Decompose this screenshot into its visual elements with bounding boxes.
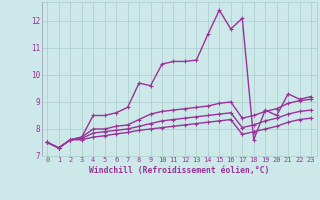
- X-axis label: Windchill (Refroidissement éolien,°C): Windchill (Refroidissement éolien,°C): [89, 166, 269, 175]
